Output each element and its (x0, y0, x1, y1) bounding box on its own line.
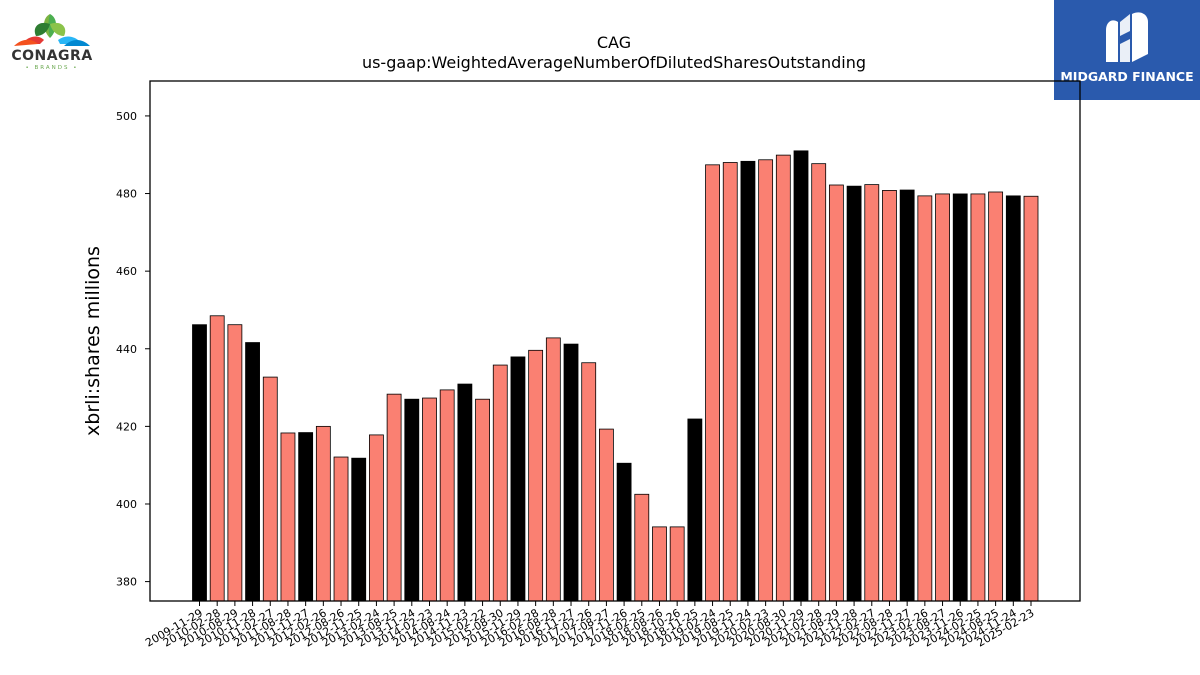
bar-2019-08-25 (722, 162, 738, 602)
bar-2016-02-28 (528, 349, 544, 602)
bar-2010-02-28 (209, 315, 225, 602)
bar-2013-11-24 (404, 398, 420, 602)
y-tick-label: 460 (116, 265, 137, 278)
conagra-logo: CONAGRA • BRANDS • (4, 4, 100, 76)
bar-2012-08-26 (333, 456, 349, 602)
bar-2020-02-23 (758, 159, 774, 602)
bar-2019-11-24 (740, 160, 756, 602)
bar-2018-10-26 (669, 526, 685, 602)
bar-2013-02-24 (369, 434, 384, 602)
midgard-emblem-icon (1106, 12, 1148, 63)
bar-2022-11-27 (899, 189, 915, 602)
bar-2020-08-30 (775, 154, 791, 602)
y-tick-label: 420 (116, 420, 137, 433)
bar-2018-02-25 (634, 493, 650, 602)
bar-2019-02-24 (705, 164, 720, 602)
bar-2014-02-23 (422, 397, 437, 602)
plot-frame (149, 80, 1081, 602)
bar-2022-08-28 (882, 190, 897, 602)
bar-2016-11-27 (563, 343, 579, 602)
conagra-subtitle: • BRANDS • (25, 65, 79, 71)
y-tick-label: 500 (116, 110, 137, 123)
bar-2013-08-25 (386, 393, 402, 602)
bar-2009-11-29 (192, 324, 207, 602)
bar-2025-02-23 (1023, 195, 1039, 602)
y-tick-label: 480 (116, 188, 137, 201)
midgard-finance-logo: MIDGARD FINANCE (1054, 0, 1200, 100)
bar-2012-11-25 (351, 457, 367, 602)
bar-2024-11-24 (1005, 195, 1021, 602)
bar-2011-08-28 (280, 432, 296, 602)
bar-2023-11-26 (952, 193, 968, 602)
bar-2021-02-28 (811, 163, 827, 602)
bar-2024-02-25 (970, 193, 986, 602)
y-tick-label: 380 (116, 576, 137, 589)
bar-2016-08-28 (545, 337, 561, 602)
bar-2021-11-28 (846, 185, 862, 602)
chart-subtitle: us-gaap:WeightedAverageNumberOfDilutedSh… (362, 53, 866, 72)
bar-2020-11-29 (793, 150, 809, 602)
bar-2023-02-26 (917, 195, 933, 602)
bar-2015-08-30 (492, 364, 508, 602)
chart-title: CAG (597, 33, 631, 52)
bar-2018-11-25 (687, 418, 703, 602)
bar-2017-08-27 (599, 428, 614, 602)
bar-2017-02-26 (581, 362, 597, 602)
conagra-wordmark: CONAGRA (11, 48, 93, 64)
bar-2010-11-28 (245, 342, 260, 602)
bar-2017-11-26 (616, 462, 632, 602)
bar-2018-08-26 (652, 526, 667, 602)
bar-2015-02-22 (475, 398, 490, 602)
bar-2023-08-27 (935, 193, 950, 602)
bar-2021-08-29 (828, 184, 844, 602)
bar-2014-11-23 (457, 383, 473, 602)
bar-2024-08-25 (988, 191, 1004, 602)
bar-2012-02-26 (315, 425, 331, 602)
y-tick-label: 440 (116, 343, 137, 356)
bar-2010-08-29 (227, 324, 243, 602)
bar-2022-02-27 (864, 184, 880, 602)
bar-2011-11-27 (298, 432, 314, 602)
bar-2015-11-29 (510, 356, 526, 602)
y-axis-label: xbrli:shares millions (82, 246, 104, 436)
leaf-logo-icon (14, 14, 90, 46)
midgard-finance-wordmark: MIDGARD FINANCE (1060, 69, 1194, 84)
bar-2014-08-24 (439, 389, 455, 602)
bar-2011-02-27 (262, 376, 278, 602)
y-tick-label: 400 (116, 498, 137, 511)
